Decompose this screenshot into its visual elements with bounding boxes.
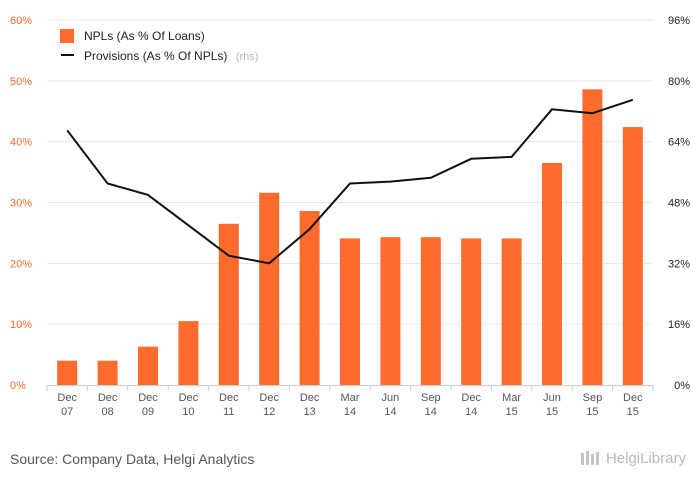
npl-bar xyxy=(340,238,360,385)
x-tick-label: Dec 14 xyxy=(461,392,481,418)
left-tick-label: 30% xyxy=(10,198,32,210)
x-tick-label: Sep 15 xyxy=(583,392,603,418)
legend: NPLs (As % Of Loans) Provisions (As % Of… xyxy=(60,29,258,64)
x-tick-label: Dec 09 xyxy=(138,392,158,418)
left-tick-label: 40% xyxy=(10,137,32,149)
legend-provisions-label: Provisions (As % Of NPLs) (rhs) xyxy=(84,47,258,64)
x-axis-labels: Dec 07 Dec 08 Dec 09 Dec 10 Dec 11 Dec 12 Dec 13 Mar 14… xyxy=(46,385,654,418)
logo-text: HelgiLibrary xyxy=(605,449,686,467)
x-tick-label: Jun 15 xyxy=(543,392,561,418)
provisions-line xyxy=(66,98,634,265)
x-tick-label: Dec 08 xyxy=(98,392,118,418)
left-tick-label: 0% xyxy=(10,380,26,392)
helgi-library-logo[interactable]: HelgiLibrary xyxy=(580,449,686,467)
x-tick-label: Dec 15 xyxy=(623,392,643,418)
npl-bar xyxy=(299,211,320,385)
x-tick-label: Jun 14 xyxy=(382,392,400,418)
x-tick-label: Mar 15 xyxy=(502,392,521,418)
source-note: Source: Company Data, Helgi Analytics xyxy=(10,451,255,467)
npl-bar xyxy=(218,223,239,385)
right-tick-label: 48% xyxy=(668,198,690,210)
x-tick-label: Dec 10 xyxy=(179,392,199,418)
x-tick-label: Dec 07 xyxy=(57,392,77,418)
right-tick-label: 0% xyxy=(674,380,690,392)
npl-bar xyxy=(582,89,603,385)
x-tick-label: Sep 14 xyxy=(421,392,441,418)
left-tick-label: 20% xyxy=(10,258,32,270)
right-tick-label: 64% xyxy=(668,137,690,149)
npl-bar xyxy=(501,238,522,385)
right-tick-label: 32% xyxy=(668,258,690,270)
npl-bar xyxy=(622,127,643,386)
left-tick-label: 50% xyxy=(10,76,32,88)
npl-bar xyxy=(380,237,401,385)
x-tick-label: Dec 12 xyxy=(259,392,279,418)
legend-bar-swatch xyxy=(60,29,74,43)
npl-bar xyxy=(542,162,562,385)
left-tick-label: 60% xyxy=(10,15,32,27)
npl-bar xyxy=(57,360,78,385)
legend-npl-label: NPLs (As % Of Loans) xyxy=(84,29,205,43)
right-tick-label: 96% xyxy=(668,15,690,27)
npl-bar xyxy=(138,346,158,385)
x-tick-label: Dec 13 xyxy=(300,392,320,418)
x-tick-label: Dec 11 xyxy=(219,392,239,418)
right-axis-ticks: 0% 16% 32% 48% 64% 80% 96% xyxy=(668,15,690,392)
chart: 0% 10% 20% 30% 40% 50% 60% 0% 16% 32% 48% 64% 80% 96… xyxy=(10,15,690,418)
left-tick-label: 10% xyxy=(10,319,32,331)
npl-bar xyxy=(178,321,199,385)
x-tick-label: Mar 14 xyxy=(341,392,360,418)
left-axis-ticks: 0% 10% 20% 30% 40% 50% 60% xyxy=(10,15,32,392)
right-tick-label: 16% xyxy=(668,319,690,331)
npl-bars xyxy=(57,89,643,386)
npl-bar xyxy=(259,192,280,385)
npl-bar xyxy=(420,237,441,385)
npl-bar xyxy=(461,238,482,385)
library-logo-icon xyxy=(580,451,599,465)
right-tick-label: 80% xyxy=(668,76,690,88)
npl-bar xyxy=(97,360,118,385)
